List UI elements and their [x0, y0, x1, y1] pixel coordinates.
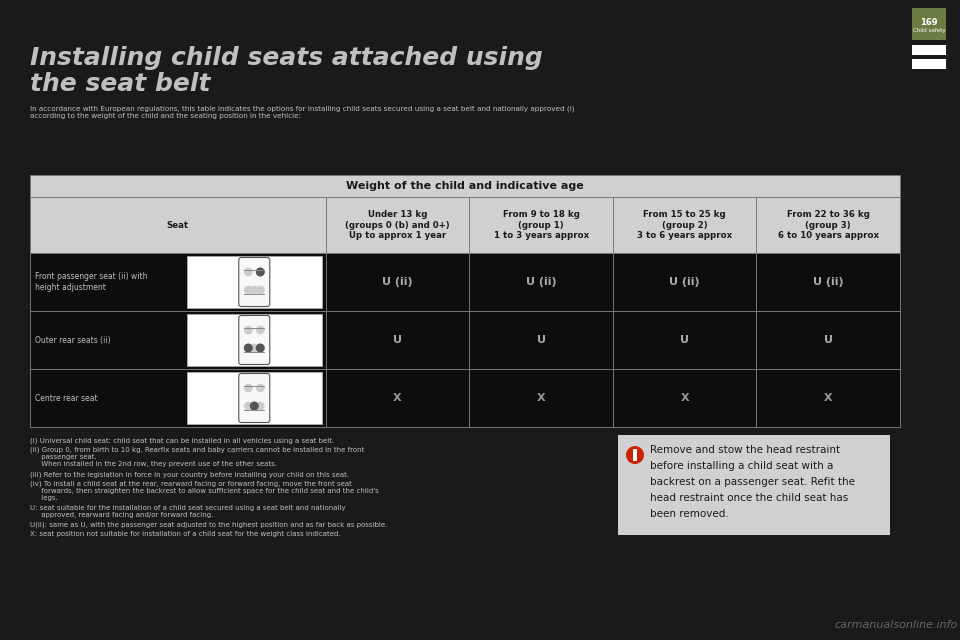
Text: Front passenger seat (ii) with
height adjustment: Front passenger seat (ii) with height ad… [35, 272, 148, 292]
Text: U (ii): U (ii) [813, 277, 844, 287]
Text: U (ii): U (ii) [526, 277, 557, 287]
FancyBboxPatch shape [633, 449, 637, 461]
Text: Installing child seats attached using: Installing child seats attached using [30, 46, 542, 70]
Text: U: seat suitable for the installation of a child seat secured using a seat belt : U: seat suitable for the installation of… [30, 505, 346, 518]
Text: (i) Universal child seat: child seat that can be installed in all vehicles using: (i) Universal child seat: child seat tha… [30, 437, 334, 444]
Text: U: U [824, 335, 832, 345]
Text: From 15 to 25 kg
(group 2)
3 to 6 years approx: From 15 to 25 kg (group 2) 3 to 6 years … [637, 210, 732, 240]
Circle shape [244, 344, 252, 353]
Circle shape [256, 326, 264, 334]
Text: (iv) To install a child seat at the rear, rearward facing or forward facing, mov: (iv) To install a child seat at the rear… [30, 480, 379, 500]
FancyBboxPatch shape [187, 314, 322, 366]
Text: In accordance with European regulations, this table indicates the options for in: In accordance with European regulations,… [30, 105, 574, 118]
Text: carmanualsonline.info: carmanualsonline.info [835, 620, 958, 630]
Text: U(ii): same as U, with the passenger seat adjusted to the highest position and a: U(ii): same as U, with the passenger sea… [30, 522, 388, 529]
Text: the seat belt: the seat belt [30, 72, 210, 96]
FancyBboxPatch shape [30, 197, 900, 253]
Text: been removed.: been removed. [650, 509, 729, 519]
Circle shape [244, 286, 252, 294]
Text: 169: 169 [921, 18, 938, 27]
Circle shape [250, 401, 259, 410]
Text: From 22 to 36 kg
(group 3)
6 to 10 years approx: From 22 to 36 kg (group 3) 6 to 10 years… [778, 210, 878, 240]
Text: U (ii): U (ii) [382, 277, 413, 287]
Text: (iii) Refer to the legislation in force in your country before installing your c: (iii) Refer to the legislation in force … [30, 471, 349, 477]
Text: X: X [824, 393, 832, 403]
FancyBboxPatch shape [912, 59, 946, 69]
Text: before installing a child seat with a: before installing a child seat with a [650, 461, 833, 471]
FancyBboxPatch shape [30, 311, 900, 369]
Circle shape [256, 286, 264, 294]
Circle shape [255, 344, 265, 353]
FancyBboxPatch shape [187, 256, 322, 308]
Circle shape [244, 402, 252, 410]
FancyBboxPatch shape [187, 372, 322, 424]
Circle shape [256, 384, 264, 392]
Circle shape [626, 446, 644, 464]
FancyBboxPatch shape [618, 435, 890, 535]
Circle shape [255, 268, 265, 276]
Text: Outer rear seats (ii): Outer rear seats (ii) [35, 335, 110, 344]
Circle shape [256, 268, 264, 276]
Circle shape [244, 268, 252, 276]
Circle shape [251, 402, 258, 410]
FancyBboxPatch shape [239, 316, 270, 365]
Text: U: U [681, 335, 689, 345]
Text: Centre rear seat: Centre rear seat [35, 394, 98, 403]
Text: U: U [393, 335, 402, 345]
Text: Seat: Seat [167, 221, 189, 230]
Text: U (ii): U (ii) [669, 277, 700, 287]
FancyBboxPatch shape [239, 257, 270, 307]
Text: X: X [537, 393, 545, 403]
FancyBboxPatch shape [30, 369, 900, 427]
Text: Remove and stow the head restraint: Remove and stow the head restraint [650, 445, 840, 455]
FancyBboxPatch shape [30, 253, 900, 311]
Text: U: U [537, 335, 545, 345]
FancyBboxPatch shape [30, 175, 900, 197]
Circle shape [251, 286, 258, 294]
Circle shape [244, 344, 252, 352]
Text: (ii) Group 0, from birth to 10 kg. Rearfix seats and baby carriers cannot be ins: (ii) Group 0, from birth to 10 kg. Rearf… [30, 446, 365, 467]
Circle shape [256, 402, 264, 410]
Text: X: X [681, 393, 689, 403]
Text: head restraint once the child seat has: head restraint once the child seat has [650, 493, 849, 503]
Text: From 9 to 18 kg
(group 1)
1 to 3 years approx: From 9 to 18 kg (group 1) 1 to 3 years a… [493, 210, 588, 240]
FancyBboxPatch shape [912, 45, 946, 55]
FancyBboxPatch shape [912, 8, 946, 40]
Circle shape [251, 344, 258, 352]
Text: backrest on a passenger seat. Refit the: backrest on a passenger seat. Refit the [650, 477, 855, 487]
Circle shape [256, 344, 264, 352]
Circle shape [244, 326, 252, 334]
Text: X: seat position not suitable for installation of a child seat for the weight cl: X: seat position not suitable for instal… [30, 531, 341, 537]
Text: Under 13 kg
(groups 0 (b) and 0+)
Up to approx 1 year: Under 13 kg (groups 0 (b) and 0+) Up to … [346, 210, 450, 240]
Circle shape [244, 384, 252, 392]
FancyBboxPatch shape [239, 374, 270, 422]
Text: Child safety: Child safety [913, 28, 946, 33]
Text: Weight of the child and indicative age: Weight of the child and indicative age [347, 181, 584, 191]
Text: X: X [394, 393, 402, 403]
